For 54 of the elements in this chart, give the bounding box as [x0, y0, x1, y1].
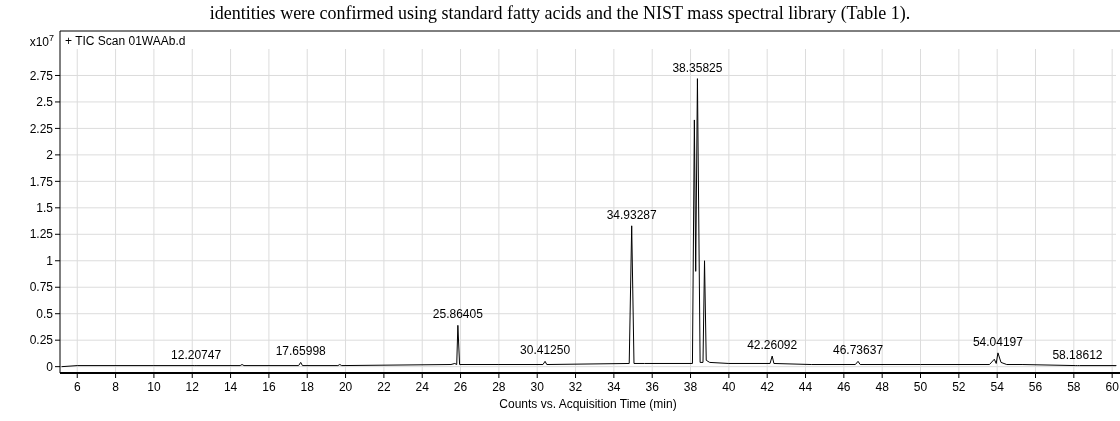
x-tick-label: 16	[262, 380, 276, 394]
x-tick-label: 44	[798, 380, 813, 394]
x-tick-label: 14	[223, 380, 238, 394]
annotation: 30.41250	[520, 343, 571, 358]
x-tick-label: 58	[1067, 380, 1081, 394]
x-tick-label: 34	[607, 380, 621, 394]
y-tick-label: 0.25	[29, 333, 54, 348]
x-tick-label: 50	[913, 380, 928, 394]
y-tick-label: 2.75	[29, 68, 54, 83]
x-tick-label: 60	[1105, 380, 1120, 394]
x-tick-label: 24	[415, 380, 430, 394]
y-tick-label: 1	[46, 253, 54, 268]
annotation: 54.04197	[972, 334, 1024, 349]
x-tick-label: 26	[453, 380, 468, 394]
annotation: 42.26092	[747, 338, 798, 353]
x-tick-label: 18	[300, 380, 315, 394]
annotation: 38.35825	[672, 60, 723, 75]
annotation: 46.73637	[833, 343, 884, 358]
text: identities were confirmed using standard fatty acids and the NIST mass spectral library (Table 1).	[209, 3, 911, 24]
x-tick-label: 6	[73, 380, 81, 394]
x-tick-label: 42	[760, 380, 775, 394]
x-tick-label: 32	[568, 380, 583, 394]
y-tick-label: 0.75	[29, 280, 54, 295]
y-tick-label: 1.25	[29, 227, 54, 242]
x-tick-label: 12	[185, 380, 200, 394]
x-tick-label: 54	[990, 380, 1005, 394]
annotation: 12.20747	[171, 347, 222, 362]
y-tick-label: 1.5	[36, 201, 54, 216]
y-tick-label: 1.75	[29, 174, 54, 189]
x-tick-label: 28	[492, 380, 506, 394]
x-tick-label: 22	[377, 380, 391, 394]
x-tick-label: 40	[722, 380, 736, 394]
y-tick-label: 0.5	[36, 306, 54, 321]
x-tick-label: 38	[683, 380, 698, 394]
y-axis-title: x10$^{7}$	[29, 33, 54, 49]
x-tick-label: 10	[147, 380, 161, 394]
chart-title: + TIC Scan 01WAAb.d	[65, 34, 186, 48]
y-tick-label: 2.25	[29, 121, 54, 136]
y-tick-label: 2	[46, 148, 54, 163]
x-tick-label: 30	[530, 380, 545, 394]
annotation: 34.93287	[606, 207, 658, 222]
x-tick-label: 8	[112, 380, 120, 394]
x-tick-label: 36	[645, 380, 660, 394]
annotation: 58.18612	[1052, 347, 1103, 362]
x-tick-label: 56	[1028, 380, 1043, 394]
annotation: 17.65998	[275, 344, 327, 359]
x-tick-label: 52	[952, 380, 966, 394]
y-tick-label: 0	[46, 359, 54, 374]
x-axis-title: Counts vs. Acquisition Time (min)	[499, 397, 677, 411]
y-tick-label: 2.5	[36, 95, 54, 110]
x-tick-label: 46	[837, 380, 851, 394]
x-tick-label: 48	[875, 380, 890, 394]
x-tick-label: 20	[338, 380, 353, 394]
annotation: 25.86405	[432, 307, 484, 322]
